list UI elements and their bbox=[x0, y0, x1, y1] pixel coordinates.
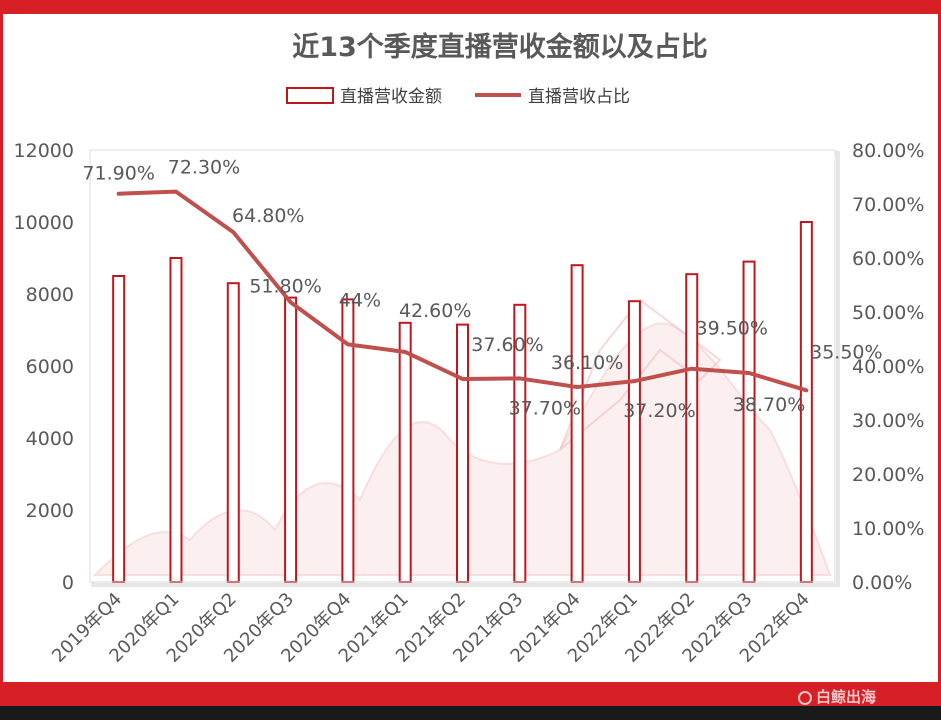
y-left-tick-label: 10000 bbox=[14, 212, 74, 234]
data-label: 37.70% bbox=[509, 397, 581, 419]
y-left-tick-label: 4000 bbox=[26, 428, 74, 450]
y-right-tick-label: 20.00% bbox=[852, 464, 924, 486]
bar bbox=[456, 323, 469, 583]
y-right-tick-label: 30.00% bbox=[852, 410, 924, 432]
y-left-tick-label: 2000 bbox=[26, 500, 74, 522]
legend-swatch-bar bbox=[286, 87, 334, 104]
bar bbox=[398, 321, 412, 583]
legend-label-bar: 直播营收金额 bbox=[340, 87, 442, 107]
chart-title: 近13个季度直播营收金额以及占比 bbox=[292, 31, 708, 63]
y-right-tick-label: 50.00% bbox=[852, 302, 924, 324]
bar bbox=[742, 260, 756, 583]
y-right-tick-label: 80.00% bbox=[852, 140, 924, 162]
data-label: 36.10% bbox=[551, 352, 623, 374]
y-right-tick-label: 40.00% bbox=[852, 356, 924, 378]
top-frame-bar bbox=[0, 0, 941, 14]
data-label: 38.70% bbox=[733, 394, 805, 416]
y-left-tick-label: 8000 bbox=[26, 284, 74, 306]
data-label: 72.30% bbox=[168, 157, 240, 179]
y-left-tick-label: 6000 bbox=[26, 356, 74, 378]
bottom-dark-strip bbox=[0, 706, 941, 720]
data-label: 71.90% bbox=[82, 163, 154, 185]
data-label: 35.50% bbox=[810, 341, 882, 363]
data-label: 37.60% bbox=[471, 334, 543, 356]
bar bbox=[226, 282, 240, 583]
bar bbox=[627, 300, 641, 583]
watermark-logo-icon bbox=[798, 691, 812, 705]
data-label: 42.60% bbox=[399, 300, 471, 322]
y-right-tick-label: 0.00% bbox=[852, 572, 912, 594]
y-left-tick-label: 12000 bbox=[14, 140, 74, 162]
plot-area: 0 2000 4000 6000 8000 10000 12000 0.00% 10.00% 20… bbox=[14, 140, 925, 667]
data-label: 44% bbox=[339, 289, 381, 311]
y-right-tick-label: 10.00% bbox=[852, 518, 924, 540]
line-series bbox=[116, 189, 809, 393]
watermark: 白鲸出海 bbox=[798, 686, 876, 706]
watermark-text: 白鲸出海 bbox=[816, 688, 877, 706]
bar bbox=[169, 257, 183, 583]
bar bbox=[112, 275, 126, 583]
data-label: 37.20% bbox=[623, 400, 695, 422]
y-right-tick-label: 60.00% bbox=[852, 248, 924, 270]
right-frame-bar bbox=[938, 14, 941, 682]
left-frame-bar bbox=[0, 14, 3, 682]
y-left-tick-label: 0 bbox=[62, 572, 74, 594]
legend-label-line: 直播营收占比 bbox=[528, 87, 630, 107]
legend: 直播营收金额 直播营收占比 bbox=[286, 87, 630, 107]
bottom-frame-bar bbox=[0, 682, 941, 706]
data-label: 64.80% bbox=[232, 205, 304, 227]
bar bbox=[284, 296, 298, 583]
data-label: 51.80% bbox=[249, 275, 321, 297]
bar bbox=[570, 264, 584, 583]
y-right-tick-label: 70.00% bbox=[852, 194, 924, 216]
data-label: 39.50% bbox=[696, 318, 768, 340]
